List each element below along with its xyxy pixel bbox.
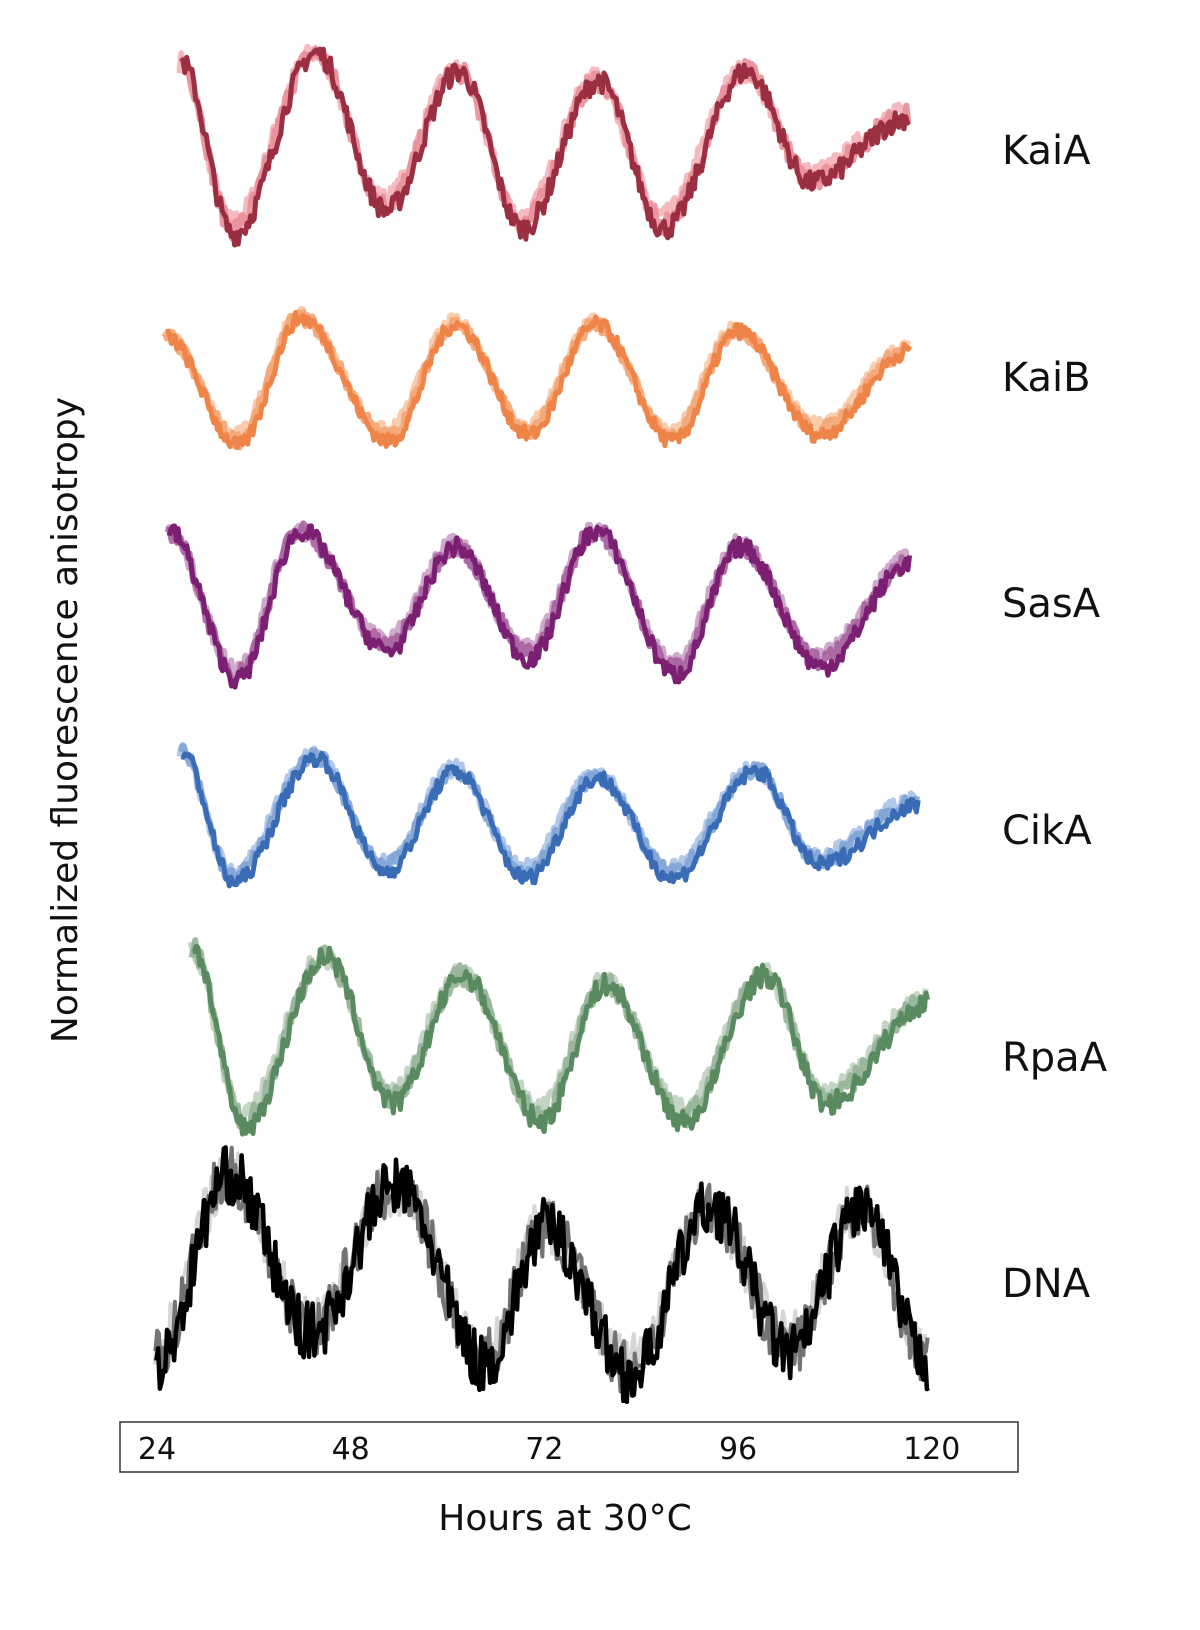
- trace-cika-replicate-3: [180, 750, 921, 889]
- x-tick-label: 120: [903, 1432, 960, 1467]
- series-label-cika: CikA: [1002, 808, 1092, 854]
- series-labels: KaiA KaiB SasA CikA RpaA DNA: [1002, 128, 1108, 1307]
- x-tick-label: 24: [138, 1432, 176, 1467]
- trace-dna-replicate-3: [154, 1145, 930, 1405]
- trace-rpaa-replicate-3: [191, 943, 931, 1137]
- trace-sasa-replicate-3: [166, 523, 913, 690]
- trace-kaia-replicate-3: [179, 46, 911, 248]
- series-label-sasa: SasA: [1002, 581, 1101, 627]
- series-label-dna: DNA: [1002, 1261, 1091, 1307]
- x-tick-label: 48: [332, 1432, 370, 1467]
- trace-kaib-replicate-3: [165, 310, 913, 450]
- x-axis-title: Hours at 30°C: [438, 1498, 691, 1539]
- series-label-kaib: KaiB: [1002, 355, 1091, 401]
- y-axis-title: Normalized fluorescence anisotropy: [45, 397, 86, 1043]
- series-label-kaia: KaiA: [1002, 128, 1091, 174]
- series-label-rpaa: RpaA: [1002, 1035, 1108, 1081]
- x-tick-label: 96: [719, 1432, 757, 1467]
- x-ticks: 24 48 72 96 120: [138, 1432, 960, 1467]
- traces-group: [152, 43, 931, 1405]
- x-axis-box: [119, 1421, 1019, 1473]
- x-tick-label: 72: [525, 1432, 563, 1467]
